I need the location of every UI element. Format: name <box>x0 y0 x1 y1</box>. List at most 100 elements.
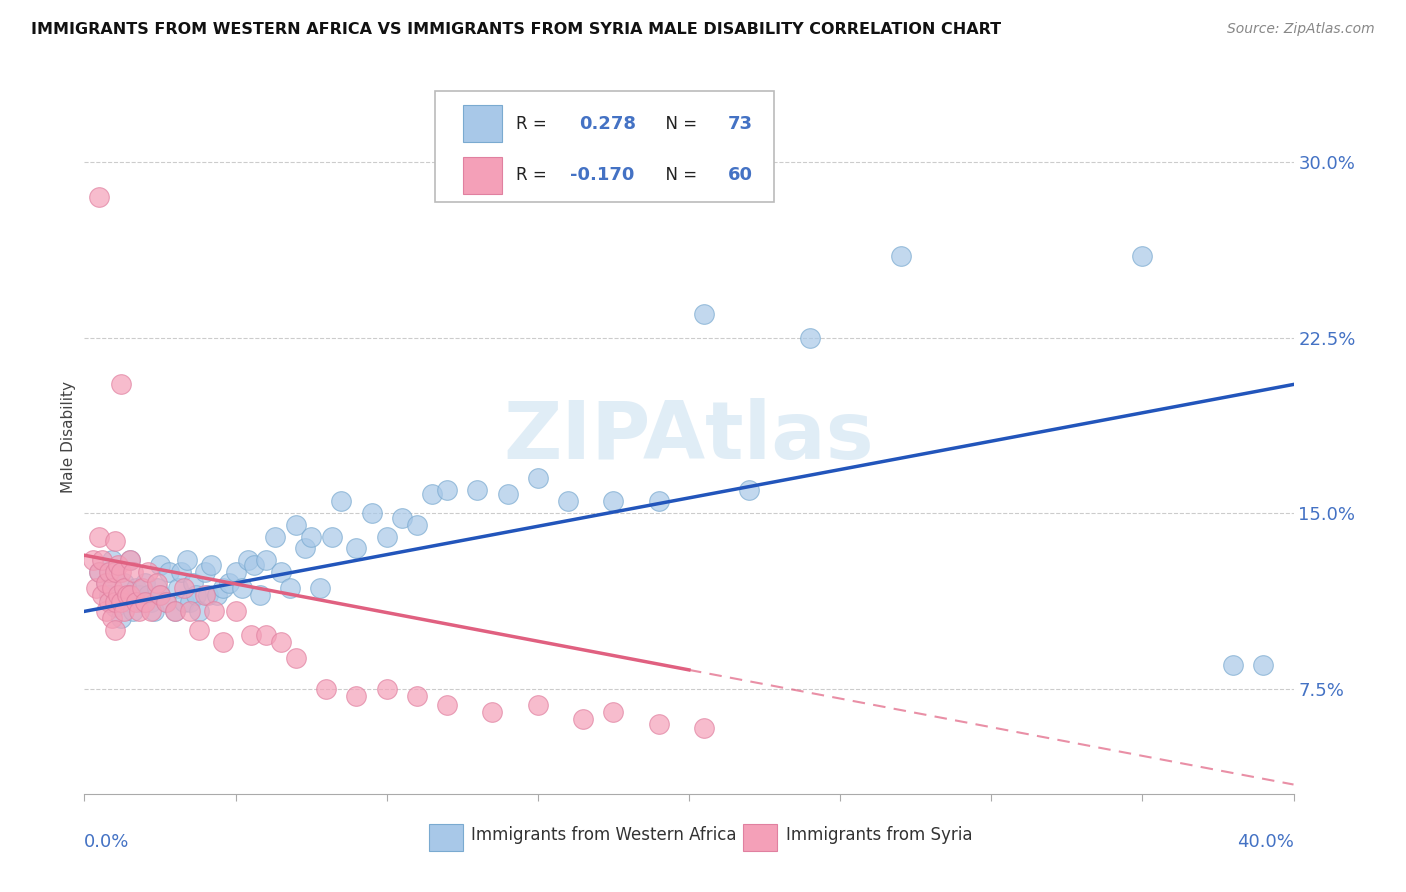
Text: 40.0%: 40.0% <box>1237 833 1294 851</box>
Point <box>89 565 111 579</box>
Point <box>165 604 187 618</box>
Point <box>173 581 195 595</box>
Point <box>155 595 177 609</box>
Point <box>648 494 671 508</box>
Point <box>436 698 458 712</box>
Point <box>186 588 208 602</box>
Point <box>263 529 285 543</box>
Point <box>115 588 138 602</box>
Point <box>121 604 143 618</box>
Point <box>149 558 172 572</box>
Point <box>693 722 716 736</box>
Text: N =: N = <box>655 166 703 185</box>
Point <box>278 581 301 595</box>
Point <box>197 588 219 602</box>
Point <box>94 604 117 618</box>
Point <box>157 565 180 579</box>
Point <box>242 558 264 572</box>
Point <box>134 595 156 609</box>
Text: ZIPAtlas: ZIPAtlas <box>503 398 875 476</box>
Point <box>82 553 104 567</box>
Point <box>225 565 247 579</box>
Point <box>181 576 204 591</box>
Point <box>496 487 519 501</box>
Point <box>200 558 222 572</box>
Point <box>194 588 217 602</box>
Point <box>406 689 429 703</box>
Point <box>285 651 308 665</box>
Point <box>167 581 190 595</box>
Point <box>104 565 127 579</box>
Point <box>139 595 162 609</box>
Point <box>254 553 277 567</box>
Point <box>236 553 259 567</box>
Point <box>110 611 132 625</box>
Point <box>218 576 240 591</box>
Point <box>212 581 235 595</box>
Point <box>110 565 132 579</box>
Text: R =: R = <box>516 166 553 185</box>
FancyBboxPatch shape <box>429 824 463 851</box>
Text: Immigrants from Syria: Immigrants from Syria <box>786 826 972 844</box>
Point <box>136 588 159 602</box>
Point <box>149 588 172 602</box>
Point <box>602 705 624 719</box>
Text: 73: 73 <box>728 114 752 133</box>
Point <box>94 576 117 591</box>
Point <box>94 576 117 591</box>
Point <box>107 588 129 602</box>
Point <box>125 581 148 595</box>
Point <box>100 611 122 625</box>
Point <box>693 307 716 321</box>
Point <box>270 565 292 579</box>
Point <box>131 581 153 595</box>
Text: 0.0%: 0.0% <box>84 833 129 851</box>
Point <box>467 483 489 497</box>
Point <box>738 483 761 497</box>
Point <box>360 506 382 520</box>
Point <box>299 529 322 543</box>
Point <box>375 681 398 696</box>
Point <box>86 581 108 595</box>
Point <box>285 517 308 532</box>
Point <box>527 471 550 485</box>
Point <box>139 604 162 618</box>
Text: 0.278: 0.278 <box>579 114 636 133</box>
Point <box>100 553 122 567</box>
Point <box>225 604 247 618</box>
Point <box>142 604 165 618</box>
Point <box>112 581 135 595</box>
Point <box>375 529 398 543</box>
Text: IMMIGRANTS FROM WESTERN AFRICA VS IMMIGRANTS FROM SYRIA MALE DISABILITY CORRELAT: IMMIGRANTS FROM WESTERN AFRICA VS IMMIGR… <box>31 22 1001 37</box>
Point <box>128 588 150 602</box>
Point <box>149 588 172 602</box>
Point <box>527 698 550 712</box>
Point <box>270 635 292 649</box>
Point <box>89 190 111 204</box>
Point <box>481 705 503 719</box>
Point <box>602 494 624 508</box>
Point <box>173 595 195 609</box>
Point <box>112 604 135 618</box>
Point <box>890 249 912 263</box>
Text: Source: ZipAtlas.com: Source: ZipAtlas.com <box>1227 22 1375 37</box>
Point <box>254 628 277 642</box>
Text: -0.170: -0.170 <box>571 166 636 185</box>
Point <box>125 595 148 609</box>
Point <box>118 588 141 602</box>
Point <box>170 565 193 579</box>
Point <box>1253 658 1275 673</box>
Point <box>557 494 579 508</box>
Point <box>104 595 127 609</box>
Point <box>1222 658 1244 673</box>
Text: R =: R = <box>516 114 553 133</box>
Point <box>118 553 141 567</box>
Point <box>110 377 132 392</box>
Point <box>128 604 150 618</box>
Point <box>572 712 595 726</box>
FancyBboxPatch shape <box>744 824 778 851</box>
Point <box>406 517 429 532</box>
Point <box>131 595 153 609</box>
Point <box>231 581 253 595</box>
Point <box>391 510 413 524</box>
